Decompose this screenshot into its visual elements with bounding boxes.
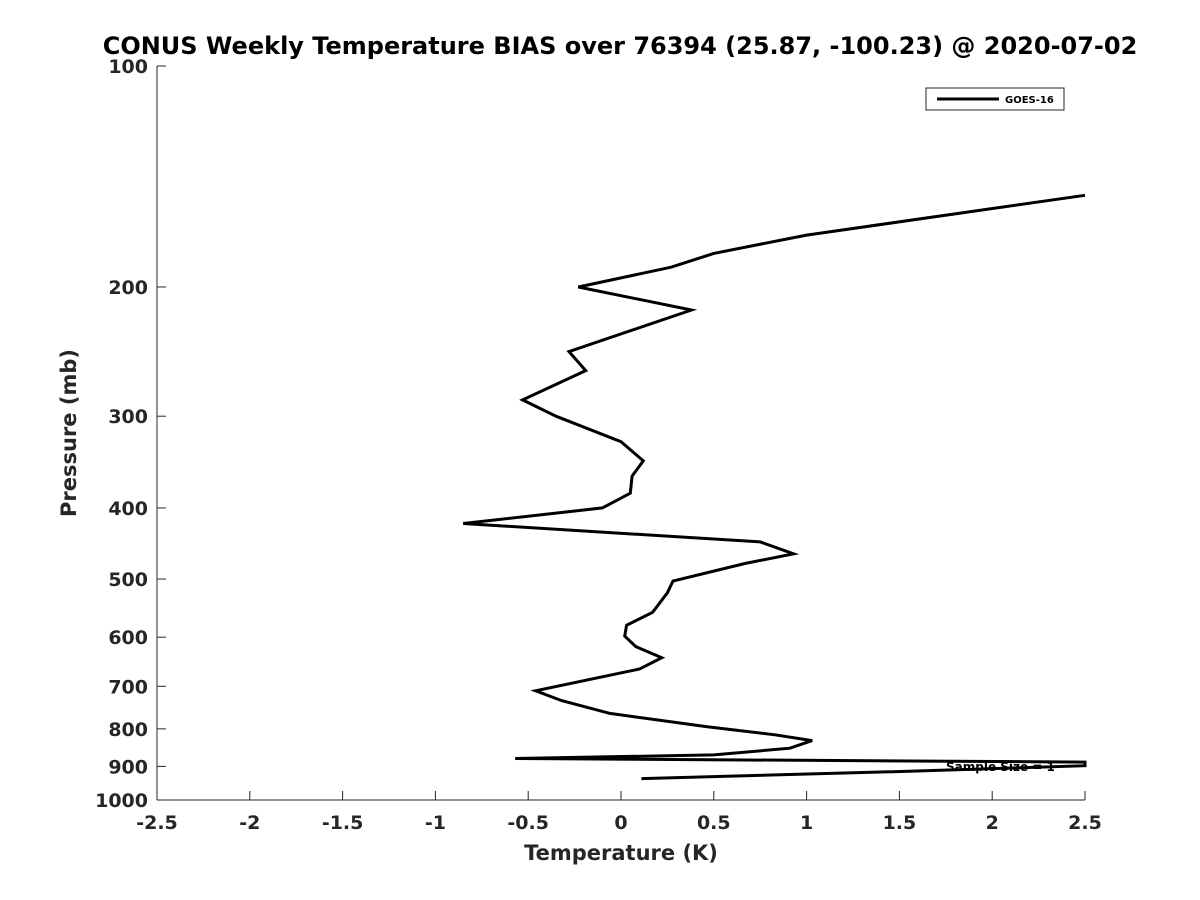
x-tick-label: 1: [800, 812, 813, 834]
x-ticks: -2.5 -2 -1.5 -1 -0.5 0 0.5 1 1.5 2 2.5: [136, 791, 1102, 834]
plot-area: [157, 66, 1085, 800]
y-tick-label: 100: [108, 56, 148, 78]
x-axis-label: Temperature (K): [524, 841, 718, 865]
y-tick-label: 1000: [95, 790, 148, 812]
y-tick-label: 300: [108, 406, 148, 428]
x-tick-label: 2.5: [1068, 812, 1102, 834]
x-tick-label: -1: [425, 812, 446, 834]
legend-label: GOES-16: [1005, 95, 1054, 106]
x-tick-label: -0.5: [507, 812, 549, 834]
legend: GOES-16: [925, 87, 1065, 111]
series-line: [463, 193, 1087, 781]
y-tick-label: 600: [108, 627, 148, 649]
y-tick-label: 200: [108, 277, 148, 299]
y-tick-label: 800: [108, 719, 148, 741]
sample-size-annotation: Sample Size = 1: [946, 760, 1055, 774]
x-tick-label: -2: [239, 812, 260, 834]
y-axis-label: Pressure (mb): [57, 349, 81, 517]
x-tick-label: 0: [614, 812, 627, 834]
x-tick-label: -2.5: [136, 812, 178, 834]
series-layer: [463, 193, 1087, 781]
x-tick-label: 1.5: [883, 812, 917, 834]
x-tick-label: 0.5: [697, 812, 731, 834]
x-tick-label: 2: [986, 812, 999, 834]
x-tick-label: -1.5: [322, 812, 364, 834]
y-tick-label: 900: [108, 756, 148, 778]
y-tick-label: 700: [108, 676, 148, 698]
y-tick-label: 500: [108, 569, 148, 591]
y-ticks: 100 200 300 400 500 600 700 800 900 1000: [95, 56, 166, 812]
chart-title: CONUS Weekly Temperature BIAS over 76394…: [103, 32, 1138, 60]
y-tick-label: 400: [108, 498, 148, 520]
